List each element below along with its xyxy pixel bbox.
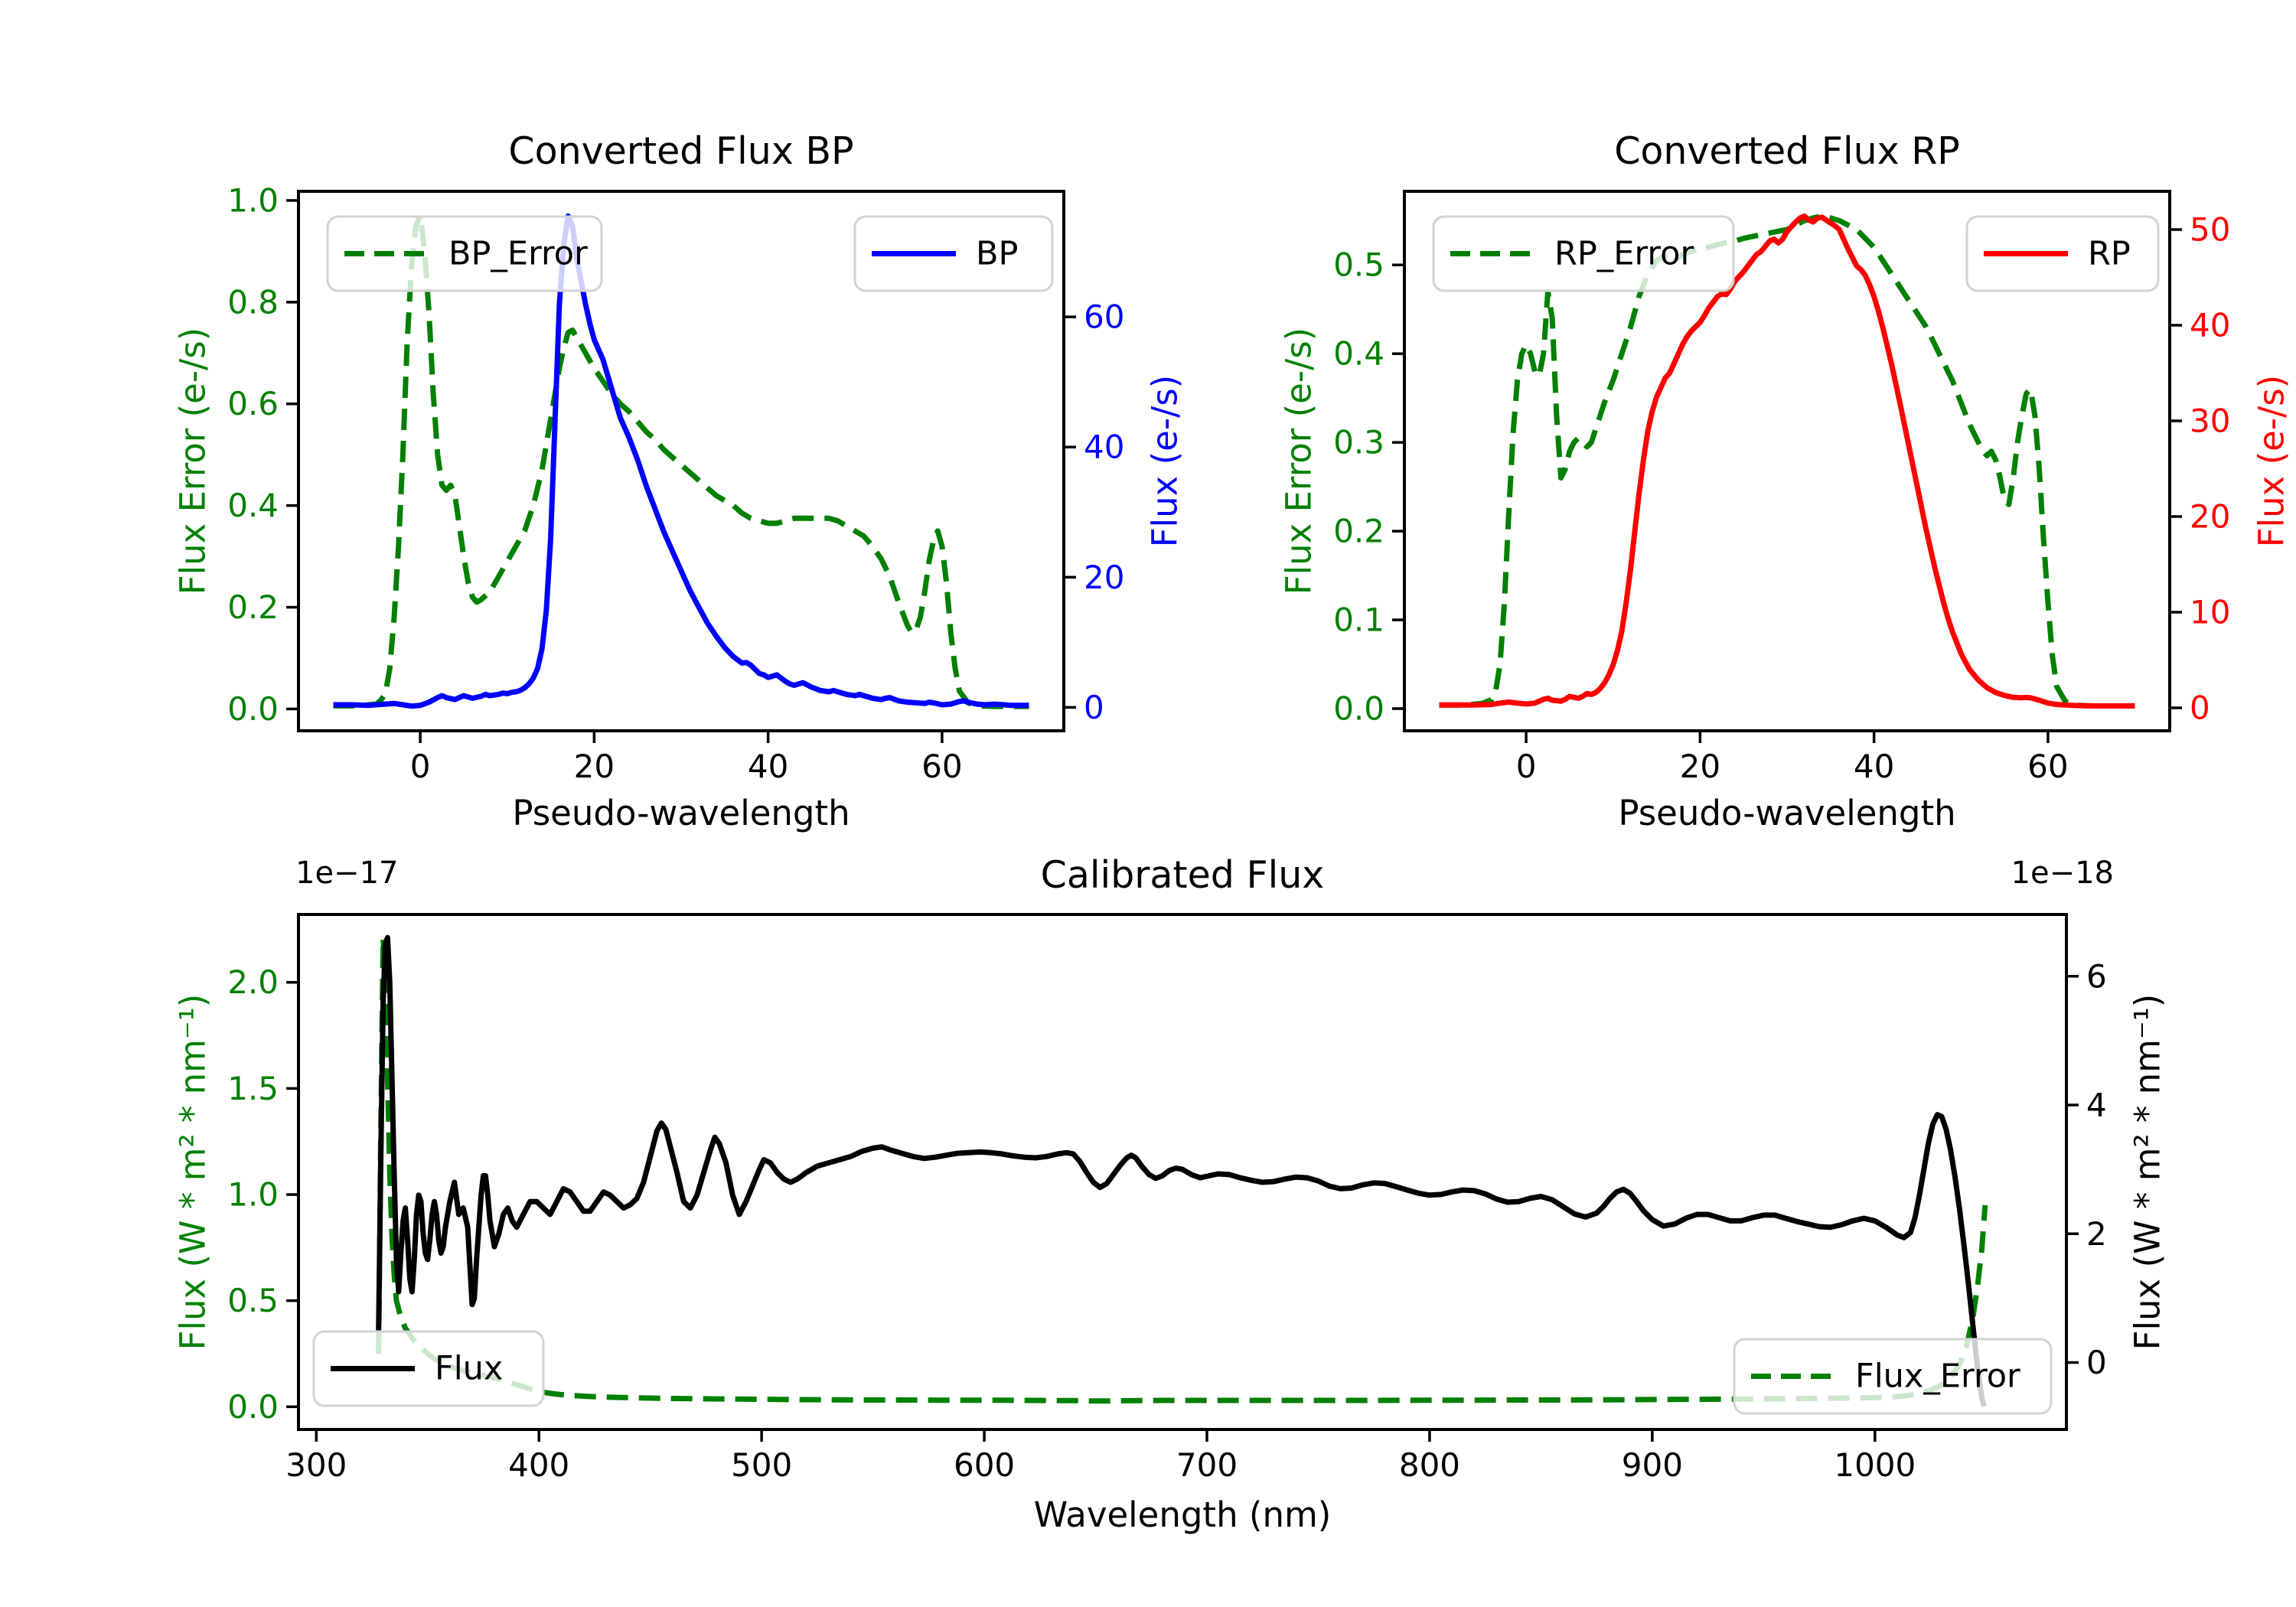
left-tick-label: 0.5 xyxy=(227,1282,279,1319)
axes-spines xyxy=(297,913,2068,1431)
x-tick-label: 20 xyxy=(574,748,615,785)
chart-title: Calibrated Flux xyxy=(1041,853,1325,897)
right-tick-label: 0 xyxy=(1084,689,1104,726)
series-bp-error xyxy=(333,213,1029,709)
axis-label-left: Flux Error (e-/s) xyxy=(1279,328,1319,595)
left-tick-label: 0.2 xyxy=(227,588,279,626)
legend-bp-error: BP_Error xyxy=(326,215,603,292)
left-tick-label: 0.5 xyxy=(1333,246,1384,284)
right-tick-label: 30 xyxy=(2190,403,2230,440)
x-tick-label: 900 xyxy=(1622,1446,1683,1484)
x-tick-label: 40 xyxy=(1854,748,1894,785)
left-tick-label: 0.8 xyxy=(227,283,279,321)
left-tick-label: 0.0 xyxy=(227,690,279,728)
legend-flux-error: Flux_Error xyxy=(1733,1338,2053,1415)
left-tick-label: 0.1 xyxy=(1333,601,1384,639)
left-tick-label: 0.6 xyxy=(227,385,279,422)
right-tick-label: 6 xyxy=(2086,957,2107,995)
axes-spines xyxy=(1403,190,2171,732)
right-tick-label: 0 xyxy=(2190,689,2210,727)
series-bp xyxy=(333,213,1029,709)
left-tick-label: 1.0 xyxy=(227,181,279,219)
x-tick-label: 20 xyxy=(1680,748,1720,785)
x-tick-label: 0 xyxy=(1516,748,1537,785)
series-flux xyxy=(376,934,1987,1407)
left-tick-label: 0.0 xyxy=(227,1388,279,1426)
left-tick-label: 0.4 xyxy=(227,487,279,524)
axis-label-left: Flux Error (e-/s) xyxy=(173,328,214,595)
offset-text-left: 1e−17 xyxy=(295,856,398,891)
x-tick-label: 800 xyxy=(1399,1446,1460,1484)
legend-label: Flux xyxy=(435,1350,503,1388)
left-tick-label: 2.0 xyxy=(227,963,279,1001)
chart-converted-flux-rp: 0 20 40 60 0.0 0.1 0.2 0.3 0.4 0.5 Flux Error (e-/… xyxy=(1279,129,2292,833)
legend-label: RP xyxy=(2088,235,2131,273)
x-tick-label: 40 xyxy=(748,748,788,785)
legend-rp-error: RP_Error xyxy=(1432,215,1735,292)
right-tick-label: 40 xyxy=(1084,429,1124,466)
chart-title: Converted Flux RP xyxy=(1614,129,1960,173)
legend-bp: BP xyxy=(853,215,1054,292)
axis-label-right: Flux (e-/s) xyxy=(2252,375,2292,547)
x-tick-label: 600 xyxy=(954,1446,1015,1484)
x-tick-label: 60 xyxy=(921,748,962,785)
x-axis-label: Pseudo-wavelength xyxy=(512,793,850,833)
right-tick-label: 20 xyxy=(1084,559,1124,596)
right-tick-label: 2 xyxy=(2086,1215,2107,1253)
x-tick-label: 700 xyxy=(1176,1446,1238,1484)
left-tick-label: 0.4 xyxy=(1333,335,1384,373)
axis-label-right: Flux (W * m² * nm⁻¹) xyxy=(2128,994,2168,1351)
right-tick-label: 60 xyxy=(1084,298,1124,336)
legend-flux: Flux xyxy=(312,1330,545,1407)
axis-label-right: Flux (e-/s) xyxy=(1145,375,1186,547)
legend-rp: RP xyxy=(1965,215,2160,292)
right-tick-label: 50 xyxy=(2190,211,2230,249)
axes-spines xyxy=(297,190,1065,732)
legend-box xyxy=(1733,1338,2053,1415)
legend-label: Flux_Error xyxy=(1855,1358,2020,1396)
right-tick-label: 4 xyxy=(2086,1087,2107,1124)
chart-calibrated-flux: 300 400 500 600 700 800 900 1000 0.0 0.5 1.0 1.5 2.0… xyxy=(173,853,2168,1535)
x-tick-label: 1000 xyxy=(1834,1446,1916,1484)
left-tick-label: 0.3 xyxy=(1333,424,1384,461)
right-tick-label: 20 xyxy=(2190,498,2230,536)
x-tick-label: 60 xyxy=(2027,748,2068,785)
x-tick-label: 500 xyxy=(731,1446,792,1484)
left-tick-label: 0.0 xyxy=(1333,690,1384,728)
right-tick-label: 40 xyxy=(2190,307,2230,344)
legend-label: RP_Error xyxy=(1554,235,1694,273)
left-tick-label: 1.5 xyxy=(227,1070,279,1107)
legend-label: BP_Error xyxy=(448,235,588,273)
legend-box xyxy=(312,1330,545,1407)
x-axis-label: Wavelength (nm) xyxy=(1034,1495,1332,1535)
axis-label-left: Flux (W * m² * nm⁻¹) xyxy=(173,994,214,1351)
legend-label: BP xyxy=(976,235,1018,273)
x-tick-label: 300 xyxy=(285,1446,347,1484)
legend-box xyxy=(326,215,603,292)
chart-converted-flux-bp: 0 20 40 60 0.0 0.2 0.4 0.6 0.8 1.0 Flux Error (e-/… xyxy=(173,129,1186,833)
left-tick-label: 0.2 xyxy=(1333,513,1384,550)
x-tick-label: 0 xyxy=(410,748,431,785)
chart-title: Converted Flux BP xyxy=(508,129,853,173)
offset-text-right: 1e−18 xyxy=(2011,856,2114,891)
left-tick-label: 1.0 xyxy=(227,1176,279,1214)
series-rp-error xyxy=(1439,214,2135,709)
x-tick-label: 400 xyxy=(508,1446,569,1484)
right-tick-label: 0 xyxy=(2086,1344,2107,1381)
legend-box xyxy=(1432,215,1735,292)
x-axis-label: Pseudo-wavelength xyxy=(1618,793,1955,833)
right-tick-label: 10 xyxy=(2190,594,2230,631)
series-rp xyxy=(1439,214,2135,709)
